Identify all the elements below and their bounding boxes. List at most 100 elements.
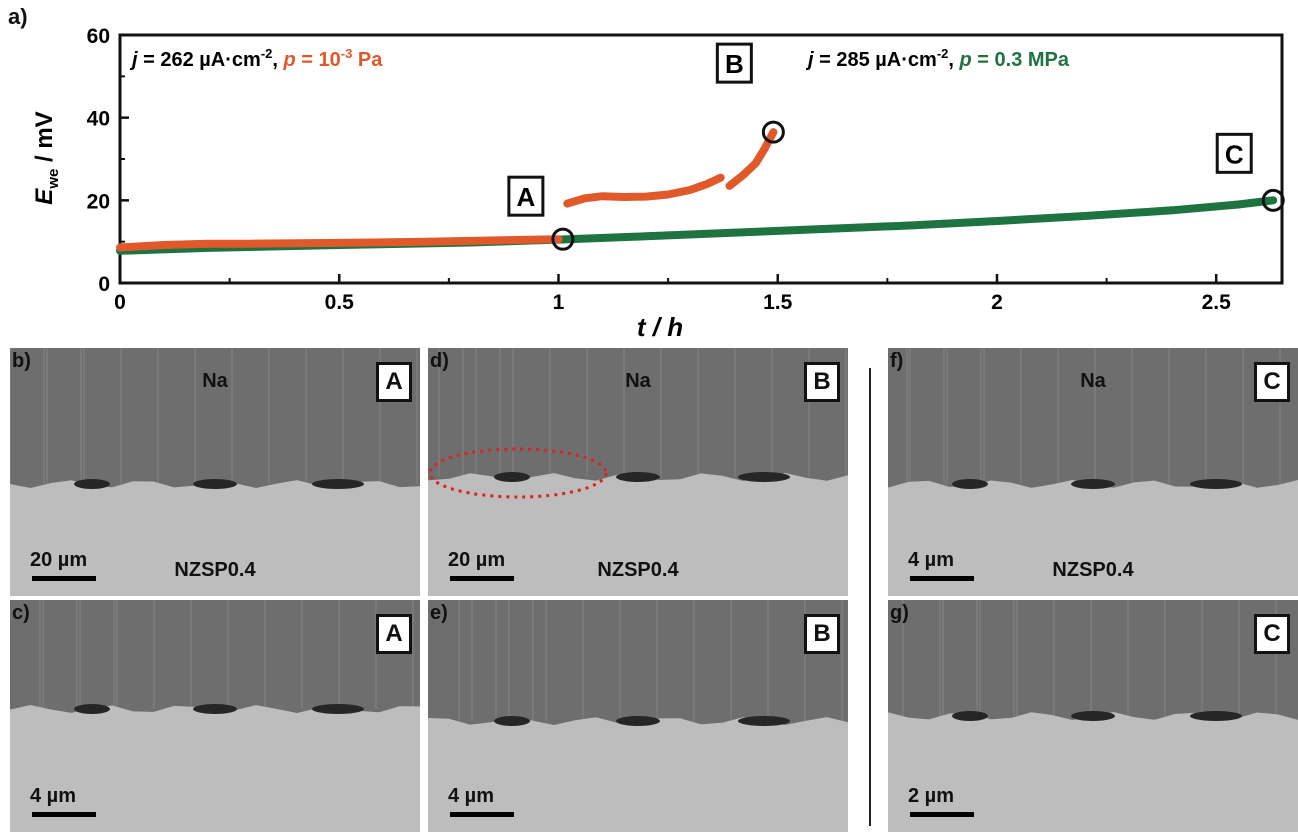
sem-panel-g: g) C 2 µm — [888, 600, 1298, 832]
marker-label-a: A — [516, 182, 535, 212]
x-axis-label: t / h — [637, 312, 683, 342]
sem-top-label: Na — [625, 370, 651, 392]
sem-scale-label: 4 µm — [908, 549, 954, 571]
sem-corner-tag: C — [1254, 362, 1290, 402]
sem-electrolyte-region — [428, 717, 848, 832]
sem-image — [10, 348, 420, 596]
y-tick-label: 40 — [87, 108, 110, 131]
marker-circle-c — [1261, 188, 1285, 212]
x-tick-label: 0.5 — [325, 291, 355, 314]
sem-panel-label: d) — [430, 350, 449, 372]
cond-left-j-symbol: j — [129, 49, 138, 71]
void-feature — [74, 704, 110, 714]
sem-electrolyte-region — [888, 480, 1298, 596]
sem-electrolyte-region — [888, 712, 1298, 832]
void-feature — [738, 472, 790, 482]
sem-image — [428, 600, 848, 832]
cond-right-sep: , — [948, 49, 959, 71]
marker-label-c: C — [1225, 139, 1244, 169]
void-feature — [1190, 711, 1242, 721]
sem-scale-label: 4 µm — [30, 785, 76, 807]
sem-electrolyte-region — [428, 473, 848, 596]
cond-right-p-symbol: p — [959, 49, 972, 71]
cond-left-sep: , — [272, 49, 283, 71]
scale-bar — [450, 812, 514, 817]
panel-divider — [869, 368, 871, 826]
x-tick-label: 2 — [991, 291, 1003, 314]
sem-scale-label: 20 µm — [30, 549, 88, 571]
sem-panel-c: c) A 4 µm — [10, 600, 420, 832]
void-feature — [1190, 479, 1242, 489]
x-tick-label: 0 — [114, 291, 126, 314]
cond-right-j-exp: -2 — [937, 46, 949, 61]
marker-box-c — [1215, 132, 1253, 174]
sem-image — [10, 600, 420, 832]
y-tick-label: 0 — [98, 273, 110, 296]
sem-panel-e: e) B 4 µm — [428, 600, 848, 832]
panel-label-a: a) — [8, 4, 28, 29]
cond-left-p-text: = 10 — [296, 49, 341, 71]
x-tick-label: 2.5 — [1202, 291, 1232, 314]
series-layer — [116, 128, 1278, 255]
sem-panel-b: b) A Na NZSP0.4 20 µm — [10, 348, 420, 596]
void-feature — [312, 479, 364, 489]
cond-right-j-text: = 285 µA·cm — [814, 49, 937, 71]
void-feature — [1071, 711, 1115, 721]
sem-image — [888, 348, 1298, 596]
sem-panel-label: e) — [430, 602, 448, 624]
scale-bar — [910, 576, 974, 581]
sem-scale-label: 20 µm — [448, 549, 506, 571]
scale-bar — [910, 812, 974, 817]
marker-circle-a — [551, 227, 575, 251]
cond-left-p-unit: Pa — [352, 49, 383, 71]
series-line-3 — [725, 128, 778, 190]
y-tick-label: 60 — [87, 25, 110, 48]
cond-left-j-exp: -2 — [261, 46, 273, 61]
void-feature — [193, 704, 237, 714]
sem-scale-label: 4 µm — [448, 785, 494, 807]
sem-panel-label: f) — [890, 350, 904, 372]
x-axis-ticks: 0 0.5 1 1.5 2 2.5 — [114, 274, 1231, 314]
sem-corner-tag: A — [376, 614, 412, 654]
cond-left-p-exp: -3 — [341, 46, 353, 61]
condition-left: j = 262 µA·cm-2, p = 10-3 Pa — [129, 46, 383, 71]
sem-corner-tag: A — [376, 362, 412, 402]
cond-right-p-text: = 0.3 MPa — [972, 49, 1070, 71]
x-tick-label: 1 — [553, 291, 565, 314]
scale-bar — [32, 812, 96, 817]
void-feature — [494, 472, 530, 482]
void-feature — [494, 716, 530, 726]
void-feature — [74, 479, 110, 489]
void-feature — [616, 472, 660, 482]
marker-box-a — [507, 175, 545, 217]
sem-image — [428, 348, 848, 596]
y-tick-label: 20 — [87, 190, 110, 213]
scale-bar — [450, 576, 514, 581]
sem-electrolyte-region — [10, 480, 420, 596]
scale-bar — [32, 576, 96, 581]
sem-bottom-label: NZSP0.4 — [597, 559, 679, 581]
x-tick-label: 1.5 — [763, 291, 793, 314]
cond-left-p-symbol: p — [283, 49, 296, 71]
void-feature — [616, 716, 660, 726]
sem-top-label: Na — [202, 370, 228, 392]
void-feature — [738, 716, 790, 726]
marker-layer: A B C — [507, 42, 1285, 251]
series-line-2 — [563, 173, 725, 208]
void-feature — [1071, 479, 1115, 489]
sem-corner-tag: C — [1254, 614, 1290, 654]
void-feature — [952, 479, 988, 489]
condition-right: j = 285 µA·cm-2, p = 0.3 MPa — [805, 46, 1070, 71]
y-axis-label: Ewe / mV — [31, 111, 62, 204]
sem-scale-label: 2 µm — [908, 785, 954, 807]
sem-panel-label: b) — [12, 350, 31, 372]
y-axis-label-unit: / mV — [31, 111, 58, 168]
cond-right-j-symbol: j — [805, 49, 814, 71]
marker-box-b — [715, 42, 753, 84]
highlight-ellipse — [428, 447, 608, 499]
sem-electrolyte-region — [10, 705, 420, 832]
sem-panel-label: g) — [890, 602, 909, 624]
sem-image — [888, 600, 1298, 832]
sem-corner-tag: B — [804, 614, 840, 654]
series-line-1 — [116, 235, 563, 252]
